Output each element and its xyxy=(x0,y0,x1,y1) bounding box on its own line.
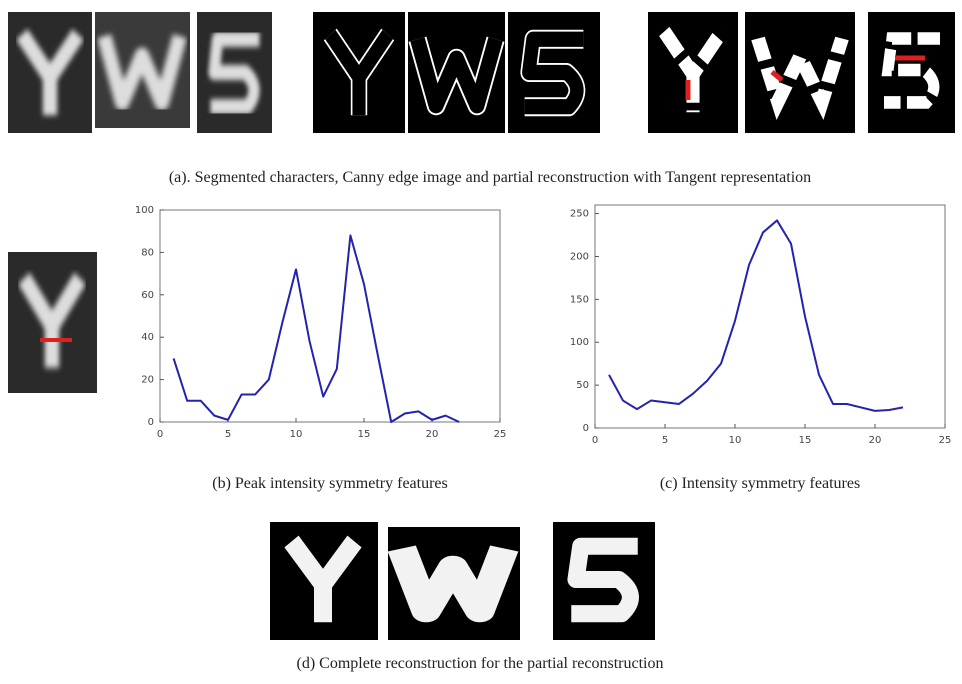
y-tick-label: 0 xyxy=(148,417,154,428)
chart-caption: (b) Peak intensity symmetry features xyxy=(212,475,448,492)
figure: (a). Segmented characters, Canny edge im… xyxy=(0,0,962,684)
y-tick-label: 150 xyxy=(570,294,589,305)
tangent-reconstruction xyxy=(648,12,955,133)
y-tick-label: 50 xyxy=(576,380,589,391)
grayscale-characters xyxy=(8,12,272,133)
data-line xyxy=(174,235,460,422)
x-tick-label: 15 xyxy=(358,429,371,440)
x-tick-label: 20 xyxy=(426,429,439,440)
y-tick-label: 0 xyxy=(583,423,589,434)
page: (a). Segmented characters, Canny edge im… xyxy=(0,0,962,684)
caption-d: (d) Complete reconstruction for the part… xyxy=(297,655,664,672)
x-tick-label: 10 xyxy=(290,429,303,440)
data-line xyxy=(609,220,903,410)
y-tick-label: 20 xyxy=(141,375,154,386)
complete-reconstruction xyxy=(270,522,655,640)
y-tick-label: 80 xyxy=(141,247,154,258)
y-tick-label: 250 xyxy=(570,209,589,220)
caption-a: (a). Segmented characters, Canny edge im… xyxy=(169,169,811,186)
y-tick-label: 100 xyxy=(135,205,154,216)
canny-edge-characters xyxy=(313,12,600,133)
x-tick-label: 0 xyxy=(157,429,163,440)
x-tick-label: 20 xyxy=(869,435,882,446)
x-tick-label: 15 xyxy=(799,435,812,446)
x-tick-label: 0 xyxy=(592,435,598,446)
x-tick-label: 25 xyxy=(939,435,952,446)
y-tick-label: 100 xyxy=(570,337,589,348)
chart-caption: (c) Intensity symmetry features xyxy=(660,475,860,492)
plot-frame xyxy=(595,205,945,428)
x-tick-label: 5 xyxy=(662,435,668,446)
y-tick-label: 60 xyxy=(141,290,154,301)
x-tick-label: 5 xyxy=(225,429,231,440)
x-tick-label: 25 xyxy=(494,429,507,440)
character-y-sample xyxy=(8,252,97,393)
plot-frame xyxy=(160,210,500,422)
y-tick-label: 40 xyxy=(141,332,154,343)
x-tick-label: 10 xyxy=(729,435,742,446)
y-tick-label: 200 xyxy=(570,251,589,262)
